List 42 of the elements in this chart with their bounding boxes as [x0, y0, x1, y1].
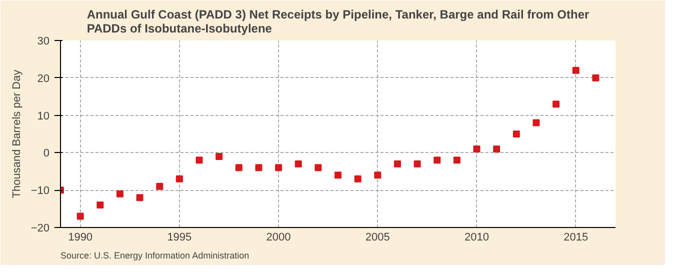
point	[374, 172, 382, 179]
point	[156, 182, 164, 190]
point	[136, 194, 144, 202]
y-tick-label: −10	[30, 185, 50, 198]
point	[453, 156, 460, 164]
source-note: Source: U.S. Energy Information Administration	[60, 250, 250, 260]
point	[592, 74, 600, 82]
y-tick-label: 10	[37, 110, 50, 122]
y-tick-label: 30	[37, 36, 50, 48]
y-tick-label: 0	[43, 148, 50, 160]
point	[176, 175, 183, 182]
point	[314, 164, 322, 172]
point	[255, 164, 262, 172]
point	[473, 145, 480, 152]
point	[235, 164, 242, 172]
point	[394, 160, 401, 168]
x-tick-label: 2000	[266, 232, 291, 244]
point	[294, 160, 302, 168]
x-tick-label: 1990	[68, 232, 93, 244]
point	[96, 202, 104, 209]
x-tick-label: 2010	[464, 232, 489, 244]
chart-title: Annual Gulf Coast (PADD 3) Net Receipts by Pipeline, Tanker, Barge and Rail from Other PADDs of Isobutane-Isobutylene	[86, 8, 590, 36]
point	[76, 212, 84, 220]
point	[275, 164, 282, 172]
point	[354, 175, 362, 182]
point	[532, 119, 540, 126]
point	[216, 152, 223, 160]
point	[493, 145, 500, 152]
point	[572, 66, 580, 74]
y-axis-title: Thousand Barrels per Day	[10, 69, 23, 198]
point	[116, 190, 124, 198]
point	[434, 156, 441, 164]
y-tick-label: −20	[30, 222, 50, 234]
point	[414, 160, 421, 168]
point	[334, 172, 342, 179]
x-tick-label: 2005	[365, 232, 390, 244]
point	[512, 130, 520, 138]
x-tick-label: 1995	[167, 232, 192, 244]
point	[552, 100, 560, 108]
y-tick-label: 20	[37, 72, 50, 85]
x-tick-label: 2015	[564, 232, 588, 244]
point	[196, 156, 203, 164]
